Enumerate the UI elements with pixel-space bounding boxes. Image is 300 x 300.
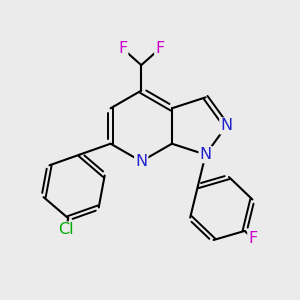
Text: F: F — [118, 41, 127, 56]
Text: F: F — [248, 231, 258, 246]
Text: F: F — [155, 41, 164, 56]
Text: N: N — [220, 118, 232, 134]
Text: N: N — [200, 147, 211, 162]
Text: N: N — [135, 154, 147, 169]
Text: Cl: Cl — [58, 223, 74, 238]
